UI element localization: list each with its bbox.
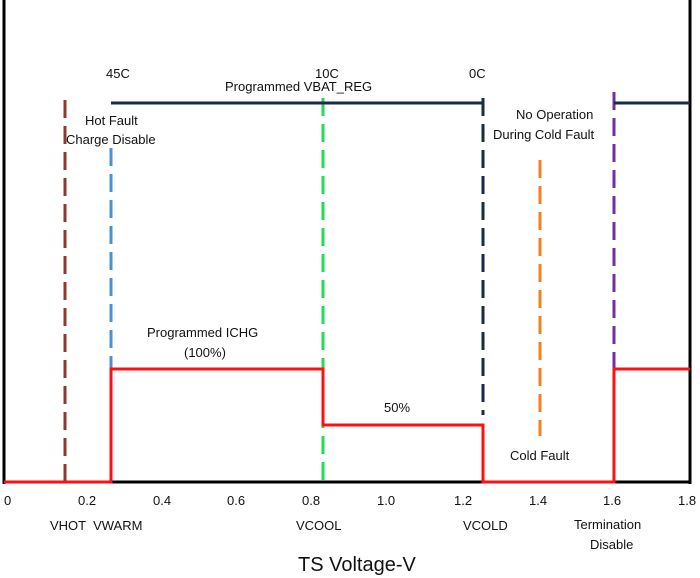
temp-10c: 10C (315, 66, 339, 81)
vcool-label: VCOOL (296, 518, 342, 533)
x-tick-label: 0.2 (78, 493, 96, 508)
x-tick-label: 0.8 (302, 493, 320, 508)
x-tick-label: 1.2 (454, 493, 472, 508)
x-tick-label: 0.4 (153, 493, 171, 508)
x-tick-label: 0.6 (227, 493, 245, 508)
x-tick-labels: 0 0.2 0.4 0.6 0.8 1.0 1.2 1.4 1.6 1.8 (4, 493, 696, 508)
charge-current-line (4, 367, 690, 484)
vhot-vwarm-label: VHOT VWARM (50, 518, 142, 533)
temp-0c: 0C (469, 66, 486, 81)
x-tick-label: 1.0 (377, 493, 395, 508)
termination-label: Termination (574, 517, 641, 532)
x-axis-title: TS Voltage-V (298, 554, 417, 576)
vcold-label: VCOLD (463, 518, 508, 533)
disable-label: Disable (590, 537, 633, 552)
during-cold-fault-label: During Cold Fault (493, 127, 595, 142)
x-tick-label: 0 (4, 493, 11, 508)
charge-disable-label: Charge Disable (66, 132, 156, 147)
ichg-label: Programmed ICHG (147, 325, 258, 340)
x-tick-label: 1.6 (603, 493, 621, 508)
vbat-reg-label: Programmed VBAT_REG (225, 79, 372, 94)
hot-fault-label: Hot Fault (85, 113, 138, 128)
no-operation-label: No Operation (516, 107, 593, 122)
cold-fault-label: Cold Fault (510, 448, 570, 463)
x-tick-label: 1.8 (678, 493, 696, 508)
temp-45c: 45C (106, 66, 130, 81)
half-current-label: 50% (384, 400, 410, 415)
ichg-percent-label: (100%) (184, 345, 226, 360)
x-tick-label: 1.4 (529, 493, 547, 508)
